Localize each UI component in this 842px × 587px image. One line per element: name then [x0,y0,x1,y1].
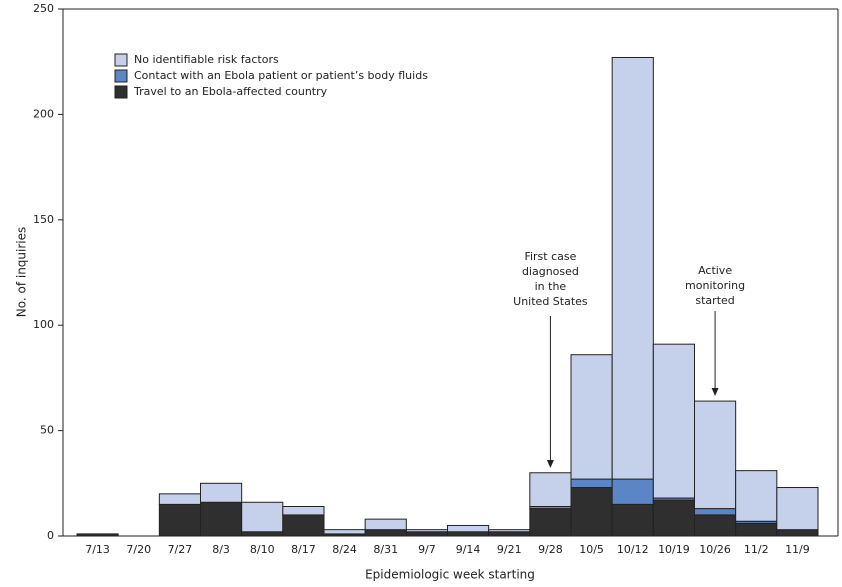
annotation-arrowhead [546,460,554,468]
bar-segment [200,501,243,537]
legend-label: No identifiable risk factors [134,53,279,66]
bar-segment [76,533,119,537]
x-tick-label: 8/17 [291,543,316,556]
bar-segment [364,518,407,531]
bar-segment [282,505,325,516]
bar-segment [570,478,613,489]
x-tick-label: 11/2 [744,543,769,556]
annotation-text: in the [535,280,567,293]
bar-segment [694,508,737,516]
legend-label: Contact with an Ebola patient or patient… [134,69,428,82]
x-tick-label: 10/5 [579,543,604,556]
bar-segment [529,472,572,507]
x-tick-label: 10/26 [699,543,731,556]
bar-segment [405,529,449,533]
bar-segment [323,529,366,535]
bar-segment [570,487,613,537]
bar-segment [735,522,778,537]
bar-segment [570,354,613,480]
x-tick-label: 10/19 [658,543,690,556]
bar-segment [652,343,695,499]
x-tick-label: 9/21 [497,543,522,556]
annotation-text: First case [524,250,576,263]
x-tick-label: 7/20 [126,543,151,556]
y-axis-label: No. of inquiries [15,227,29,318]
bar-segment [611,478,654,505]
x-tick-label: 8/3 [212,543,230,556]
bar-segment [447,531,490,537]
annotation-arrowhead [711,388,719,396]
x-tick-label: 9/7 [418,543,436,556]
bar-segment [611,503,654,537]
annotation-text: Active [698,264,732,277]
bar-segment [200,482,243,503]
x-tick-label: 7/27 [168,543,193,556]
annotation-text: started [695,294,734,307]
bar-segment [694,400,737,510]
bar-segment [611,56,654,480]
y-tick-label: 100 [33,318,54,331]
bar-segment [241,501,284,533]
bar-segment [241,531,284,537]
annotation-text: diagnosed [522,265,579,278]
bar-segment [364,529,407,537]
x-tick-label: 8/10 [250,543,275,556]
bar-segment [776,529,819,537]
x-axis-label: Epidemiologic week starting [365,568,535,582]
bar-segment [735,470,778,522]
bar-segment [488,529,531,533]
annotation-text: United States [513,295,588,308]
x-tick-label: 10/12 [617,543,649,556]
bar-segment [447,524,490,533]
x-tick-label: 7/13 [85,543,110,556]
y-tick-label: 50 [40,424,54,437]
bar-segment [405,531,449,537]
legend-swatch [114,85,128,99]
x-tick-label: 9/14 [456,543,481,556]
bar-segment [158,503,201,537]
bar-segment [694,514,737,537]
bar-segment [652,499,695,537]
y-tick-label: 200 [33,107,54,120]
x-tick-label: 8/31 [373,543,398,556]
x-tick-label: 11/9 [785,543,810,556]
bar-segment [158,493,201,505]
legend-swatch [114,69,128,83]
legend-label: Travel to an Ebola-affected country [133,85,328,98]
y-tick-label: 150 [33,213,54,226]
annotation-text: monitoring [685,279,745,292]
legend-swatch [114,53,128,67]
x-tick-label: 8/24 [332,543,357,556]
bar-segment [529,508,572,537]
bar-segment [488,531,531,537]
x-tick-label: 9/28 [538,543,563,556]
bar-segment [776,487,819,531]
bar-segment [282,514,325,537]
y-tick-label: 0 [47,529,54,542]
y-tick-label: 250 [33,2,54,15]
